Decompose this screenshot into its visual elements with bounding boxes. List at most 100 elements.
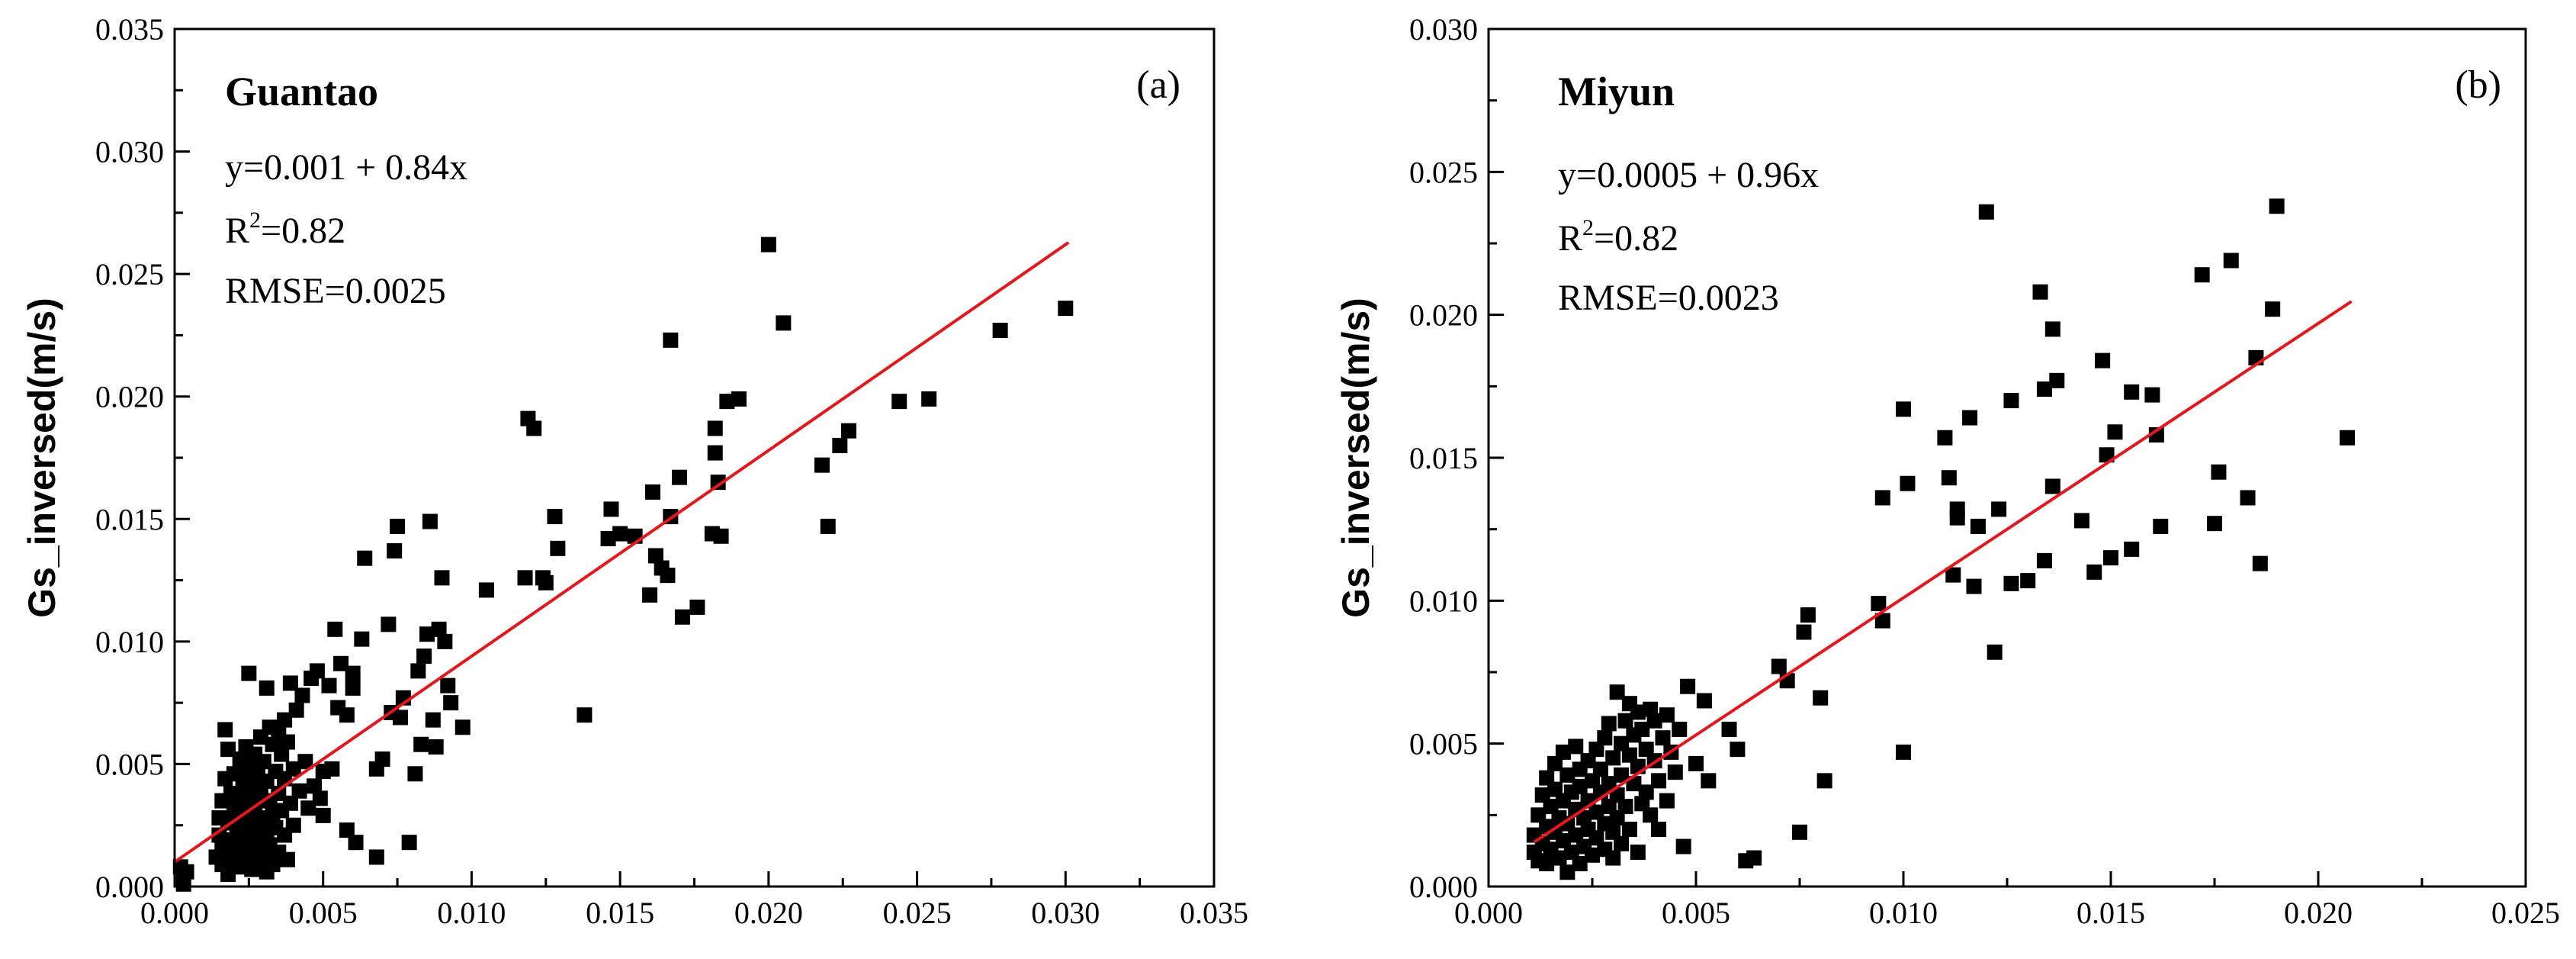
panel-a-regression-equation: y=0.001 + 0.84x [225,147,467,188]
panel-a-data-point [321,677,337,694]
panel-a-data-point [217,722,233,738]
panel-a-data-point [392,710,408,726]
panel-a-y-tick-label: 0.035 [95,12,164,47]
panel-a-x-tick-label: 0.035 [1180,896,1248,930]
panel-b-data-point [2036,552,2052,568]
panel-b-data-point [1646,713,1662,729]
panel-b-data-point [1617,799,1633,815]
panel-a-data-point [300,800,316,816]
panel-b-data-point [1874,490,1890,506]
panel-b-data-point [1688,755,1704,771]
panel-b-data-point [1597,730,1613,746]
panel-b-data-point [1978,204,1994,220]
panel-a-data-point [291,783,307,799]
panel-b-data-point [1696,693,1712,709]
panel-b-y-tick-label: 0.030 [1409,12,1478,47]
panel-b: 0.000 0.005 0.010 0.015 0.020 0.025 0.000 0.005… [1335,12,2560,930]
panel-a-data-point [285,817,301,833]
panel-b-data-point [2020,573,2036,589]
panel-b-y-tick-label: 0.015 [1409,441,1478,475]
panel-a-axes: 0.000 0.005 0.010 0.015 0.020 0.025 0.030 0.035… [95,12,1248,930]
panel-a-data-point [660,568,676,584]
panel-b-data-point [2124,384,2140,400]
panel-a-data-point [285,761,301,777]
panel-a-data-point [647,548,663,564]
panel-a-data-point [220,742,236,758]
panel-a-data-point [282,675,298,691]
panel-a-data-point [1058,301,1074,317]
panel-a-data-point [357,550,373,566]
panel-a-x-tick-label: 0.020 [734,896,803,930]
panel-a-data-point [274,746,290,762]
panel-a-data-point [820,518,836,534]
panel-b-x-tick-label: 0.005 [1662,896,1730,930]
panel-b-data-point [2153,518,2169,534]
panel-a-data-point [600,530,616,546]
panel-b-data-point [1937,430,1953,446]
panel-b-data-point [1701,773,1717,789]
panel-b-r-squared-superscript: 2 [1582,215,1594,240]
panel-a-data-point [428,739,444,755]
panel-a-data-point [271,785,287,801]
panel-a-data-point [832,437,848,453]
panel-a-data-point [175,876,191,892]
panel-b-y-tick-label: 0.000 [1409,870,1478,904]
panel-b-regression-line [1533,300,2353,844]
panel-a-data-point [241,665,257,681]
panel-a-y-tick-label: 0.000 [95,870,164,904]
panel-a-site-name: Guantao [225,69,378,114]
panel-a-data-point [526,420,542,436]
panel-b-y-tick-label: 0.025 [1409,155,1478,189]
panel-b-axes: 0.000 0.005 0.010 0.015 0.020 0.025 0.000 0.005… [1409,12,2560,930]
panel-a-data-point [265,857,281,873]
panel-a-y-tick-label: 0.005 [95,747,164,781]
panel-a-data-point [891,394,907,410]
panel-a-data-point [309,663,325,679]
panel-b-marks [1526,198,2356,880]
panel-b-data-point [1966,578,1982,594]
panel-b-r-squared-symbol: R [1558,218,1582,259]
panel-b-x-tick-label: 0.025 [2491,896,2560,930]
panel-a-data-point [550,540,566,556]
panel-b-site-name: Miyun [1558,69,1675,114]
panel-b-r-squared: R2=0.82 [1558,215,1678,259]
panel-b-data-point [2207,516,2222,532]
panel-b-data-point [1614,835,1630,851]
panel-a-x-tick-label: 0.000 [140,896,209,930]
panel-a-data-point [517,570,533,586]
panel-a-data-point [419,626,435,642]
panel-b-data-point [2124,541,2140,557]
panel-a-data-point [339,707,355,723]
panel-b-data-point [1630,704,1646,720]
panel-b-y-tick-label: 0.005 [1409,727,1478,761]
panel-b-x-tick-label: 0.020 [2284,896,2353,930]
panel-b-data-point [1572,856,1588,872]
panel-a-r-squared-symbol: R [225,211,249,251]
panel-b-data-point [1555,744,1571,760]
panel-b-data-point [1601,716,1617,732]
panel-b-data-point [1559,767,1575,783]
panel-b-data-point [1991,501,2007,517]
panel-a-y-tick-label: 0.015 [95,502,164,536]
panel-a-regression-line [173,241,1070,864]
panel-a-data-point [422,513,438,529]
panel-b-data-point [1874,613,1890,629]
panel-a-data-point [713,528,729,544]
panel-b-data-point [1800,607,1816,623]
panel-b-data-point [2211,464,2227,480]
panel-b-data-point [2265,301,2281,317]
panel-b-x-tick-label: 0.000 [1454,896,1523,930]
panel-a-r-squared-superscript: 2 [249,208,261,233]
panel-b-data-point [1572,778,1588,794]
panel-b-x-tick-label: 0.010 [1869,896,1938,930]
panel-a-data-point [434,570,450,586]
panel-a-data-point [279,851,295,867]
panel-b-data-point [1896,744,1911,760]
panel-b-data-point [2095,352,2111,368]
panel-b-data-point [1592,761,1608,777]
panel-a-data-point [255,754,271,770]
panel-a-data-point [277,712,293,728]
panel-a-data-point [348,835,364,851]
panel-a-data-point [345,665,361,681]
panel-a-data-point [437,633,453,649]
